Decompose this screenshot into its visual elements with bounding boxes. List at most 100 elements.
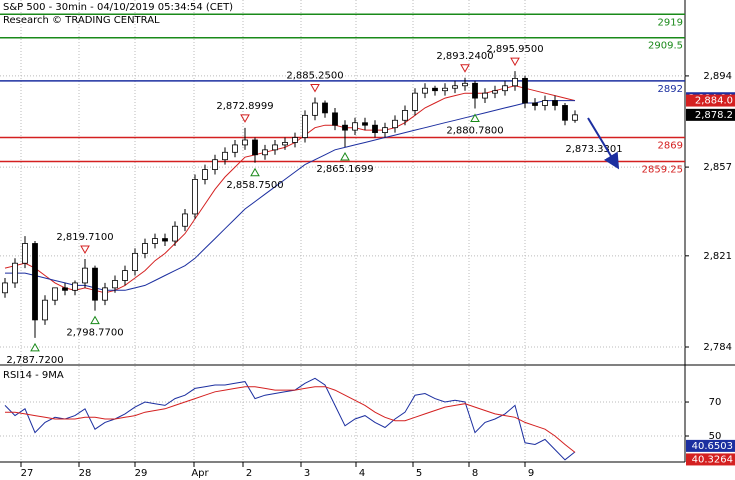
x-tick-label: 9 xyxy=(528,468,534,479)
candle-body xyxy=(382,127,388,133)
low-marker xyxy=(250,167,260,177)
rsi-title: RSI14 - 9MA xyxy=(3,370,64,381)
candle-body xyxy=(292,137,298,143)
candle-body xyxy=(412,92,418,111)
candle-body xyxy=(142,243,148,254)
candle-body xyxy=(102,287,108,301)
candle-body xyxy=(442,87,448,92)
candle-body xyxy=(192,179,198,215)
candle-body xyxy=(212,159,218,170)
candle-body xyxy=(452,85,458,89)
annotation-label: 2,865.1699 xyxy=(316,164,373,175)
x-tick-label: 28 xyxy=(79,468,92,479)
candle-body xyxy=(332,112,338,126)
low-marker xyxy=(470,113,480,122)
high-marker xyxy=(310,83,320,93)
annotation-label: 2,819.7100 xyxy=(56,232,113,243)
annotation-label: 2,798.7700 xyxy=(66,328,123,339)
level-label: 2869 xyxy=(658,141,683,152)
y-tick-label: 2,784 xyxy=(703,342,732,353)
projection-arrow xyxy=(587,117,620,170)
low-marker xyxy=(340,151,350,161)
annotation-label: 2,872.8999 xyxy=(216,101,273,112)
x-tick-label: Apr xyxy=(191,468,209,479)
candle-body xyxy=(552,100,558,106)
high-marker xyxy=(460,64,470,73)
candle-body xyxy=(262,149,268,156)
x-tick-label: 3 xyxy=(304,468,310,479)
candle-body xyxy=(362,122,368,126)
target-label: 2,873.3301 xyxy=(565,144,622,155)
chart-title: S&P 500 - 30min - 04/10/2019 05:34:54 (C… xyxy=(3,2,233,13)
rsi-line xyxy=(4,377,576,461)
candle-body xyxy=(402,110,408,121)
candle-body xyxy=(542,100,548,106)
rsi-tag xyxy=(686,453,735,466)
candle-body xyxy=(392,119,398,129)
candle-body xyxy=(482,92,488,99)
candle-body xyxy=(272,144,278,151)
candle-body xyxy=(252,139,258,156)
candle-body xyxy=(572,114,578,121)
y-tick-label: 2,821 xyxy=(703,251,732,262)
candle-body xyxy=(72,282,78,291)
candle-body xyxy=(422,87,428,94)
x-tick-label: 4 xyxy=(359,468,365,479)
x-tick-label: 8 xyxy=(472,468,478,479)
price-tag xyxy=(686,94,735,107)
level-label: 2892 xyxy=(658,84,683,95)
candle-body xyxy=(502,85,508,92)
annotation-label: 2,893.2400 xyxy=(436,51,493,62)
candle-body xyxy=(152,238,158,244)
moving-average xyxy=(5,100,575,291)
candle-body xyxy=(62,287,68,291)
candle-body xyxy=(432,87,438,92)
high-marker xyxy=(80,245,90,255)
candle-body xyxy=(282,142,288,146)
candle-body xyxy=(302,114,308,138)
candle-body xyxy=(42,299,48,321)
candle-body xyxy=(182,213,188,227)
candle-body xyxy=(512,77,518,87)
candle-body xyxy=(122,270,128,281)
candle-body xyxy=(12,262,18,284)
price-tag-label: 2,884.0 xyxy=(695,96,733,107)
high-marker xyxy=(240,114,250,123)
candle-body xyxy=(372,124,378,133)
level-label: 2859.25 xyxy=(642,165,683,176)
candle-body xyxy=(112,280,118,289)
annotation-label: 2,895.9500 xyxy=(486,44,543,55)
rsi-tag-label: 40.3264 xyxy=(692,454,733,465)
candle-body xyxy=(232,144,238,153)
y-tick-label: 2,894 xyxy=(703,71,732,82)
y-tick-label: 2,857 xyxy=(703,162,732,173)
annotation-label: 2,787.7200 xyxy=(6,355,63,366)
candle-body xyxy=(492,90,498,94)
candle-body xyxy=(312,102,318,116)
x-tick-label: 29 xyxy=(135,468,148,479)
candle-body xyxy=(132,252,138,272)
candle-body xyxy=(342,124,348,131)
candle-body xyxy=(242,139,248,146)
candle-body xyxy=(462,82,468,87)
annotation-label: 2,880.7800 xyxy=(446,125,503,136)
chart-subtitle: Research © TRADING CENTRAL xyxy=(3,15,160,26)
candle-body xyxy=(352,122,358,131)
candle-body xyxy=(2,282,8,294)
high-marker xyxy=(510,57,520,67)
y-tick-label: 50 xyxy=(709,431,722,442)
candle-body xyxy=(472,82,478,99)
level-label: 2919 xyxy=(658,17,683,28)
price-tag xyxy=(686,108,735,121)
candle-body xyxy=(532,102,538,106)
price-tag-label: 2,878.2 xyxy=(695,110,733,121)
candle-body xyxy=(52,287,58,301)
low-marker xyxy=(90,315,100,325)
rsi-tag xyxy=(686,439,735,452)
candle-body xyxy=(562,105,568,121)
candle-body xyxy=(172,225,178,242)
annotation-label: 2,885.2500 xyxy=(286,70,343,81)
candle-body xyxy=(222,151,228,161)
